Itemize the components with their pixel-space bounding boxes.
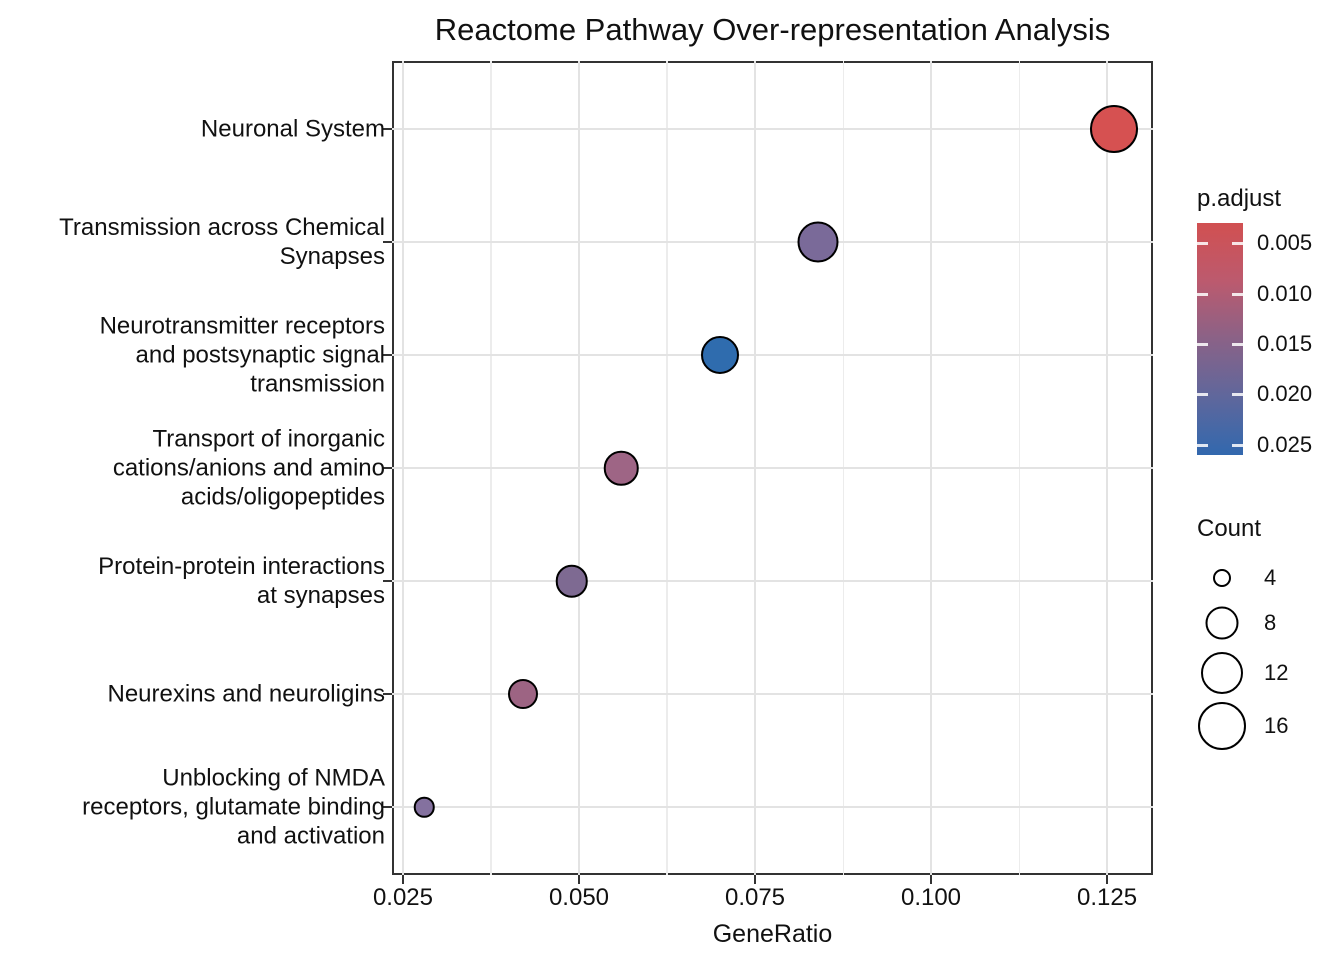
y-major-gridline <box>392 240 1153 243</box>
count-legend-circle <box>1213 569 1231 587</box>
color-legend-tick-label: 0.010 <box>1257 280 1313 306</box>
colorbar-tick <box>1232 343 1243 347</box>
color-legend-tick-label: 0.015 <box>1257 331 1313 357</box>
y-axis-label: Unblocking of NMDA receptors, glutamate … <box>82 764 385 850</box>
count-legend-circle <box>1201 652 1243 694</box>
x-axis-tick <box>930 875 932 884</box>
y-axis-label: Transport of inorganic cations/anions an… <box>112 425 385 511</box>
y-axis-label: Protein-protein interactions at synapses <box>98 553 385 610</box>
y-axis-tick <box>383 353 392 356</box>
data-point <box>413 796 435 818</box>
y-major-gridline <box>392 127 1153 130</box>
y-major-gridline <box>392 353 1153 356</box>
y-major-gridline <box>392 693 1153 696</box>
x-axis-tick <box>754 875 756 884</box>
chart-title: Reactome Pathway Over-representation Ana… <box>434 12 1111 47</box>
count-legend-label: 4 <box>1264 565 1277 590</box>
data-point <box>555 564 589 598</box>
color-legend-tick-label: 0.005 <box>1257 230 1313 256</box>
size-legend-title: Count <box>1197 515 1262 542</box>
y-major-gridline <box>392 467 1153 469</box>
y-axis-tick <box>383 467 392 469</box>
color-legend-tick-label: 0.020 <box>1257 381 1313 407</box>
x-axis-tick <box>401 875 404 884</box>
count-legend-circle <box>1205 606 1239 640</box>
colorbar-tick <box>1197 443 1208 447</box>
y-major-gridline <box>392 806 1153 809</box>
count-legend-label: 16 <box>1264 713 1289 738</box>
x-axis-tick <box>577 875 580 884</box>
count-legend-label: 12 <box>1264 660 1289 685</box>
colorbar-tick <box>1197 292 1208 296</box>
colorbar-tick <box>1232 292 1243 296</box>
x-axis-title: GeneRatio <box>712 920 833 948</box>
data-point <box>1090 104 1139 153</box>
color-legend-title: p.adjust <box>1197 185 1282 212</box>
y-axis-tick <box>383 240 392 243</box>
color-legend-tick-label: 0.025 <box>1257 431 1313 457</box>
x-tick-label: 0.100 <box>900 884 962 911</box>
y-major-gridline <box>392 580 1153 583</box>
y-axis-label: Neurexins and neuroligins <box>107 680 386 708</box>
y-axis-tick <box>383 127 392 130</box>
count-legend-circle <box>1198 702 1246 750</box>
colorbar-tick <box>1197 343 1208 347</box>
y-axis-tick <box>383 693 392 696</box>
colorbar-tick <box>1232 393 1243 397</box>
y-axis-label: Transmission across Chemical Synapses <box>59 213 385 270</box>
y-axis-label: Neurotransmitter receptors and postsynap… <box>99 312 385 398</box>
data-point <box>603 450 639 486</box>
count-legend-label: 8 <box>1264 610 1277 635</box>
data-point <box>797 221 839 263</box>
y-axis-tick <box>383 580 392 583</box>
y-axis-tick <box>383 806 392 809</box>
x-axis-tick <box>1106 875 1109 884</box>
colorbar-tick <box>1197 393 1208 397</box>
data-point <box>507 679 538 710</box>
x-tick-label: 0.125 <box>1076 884 1138 911</box>
x-tick-label: 0.075 <box>724 884 786 911</box>
x-tick-label: 0.025 <box>372 884 433 911</box>
data-point <box>700 335 739 374</box>
x-tick-label: 0.050 <box>548 884 610 911</box>
y-axis-label: Neuronal System <box>200 115 385 143</box>
colorbar-tick <box>1232 242 1243 246</box>
colorbar-tick <box>1232 443 1243 447</box>
p-adjust-colorbar <box>1197 223 1243 455</box>
colorbar-tick <box>1197 242 1208 246</box>
